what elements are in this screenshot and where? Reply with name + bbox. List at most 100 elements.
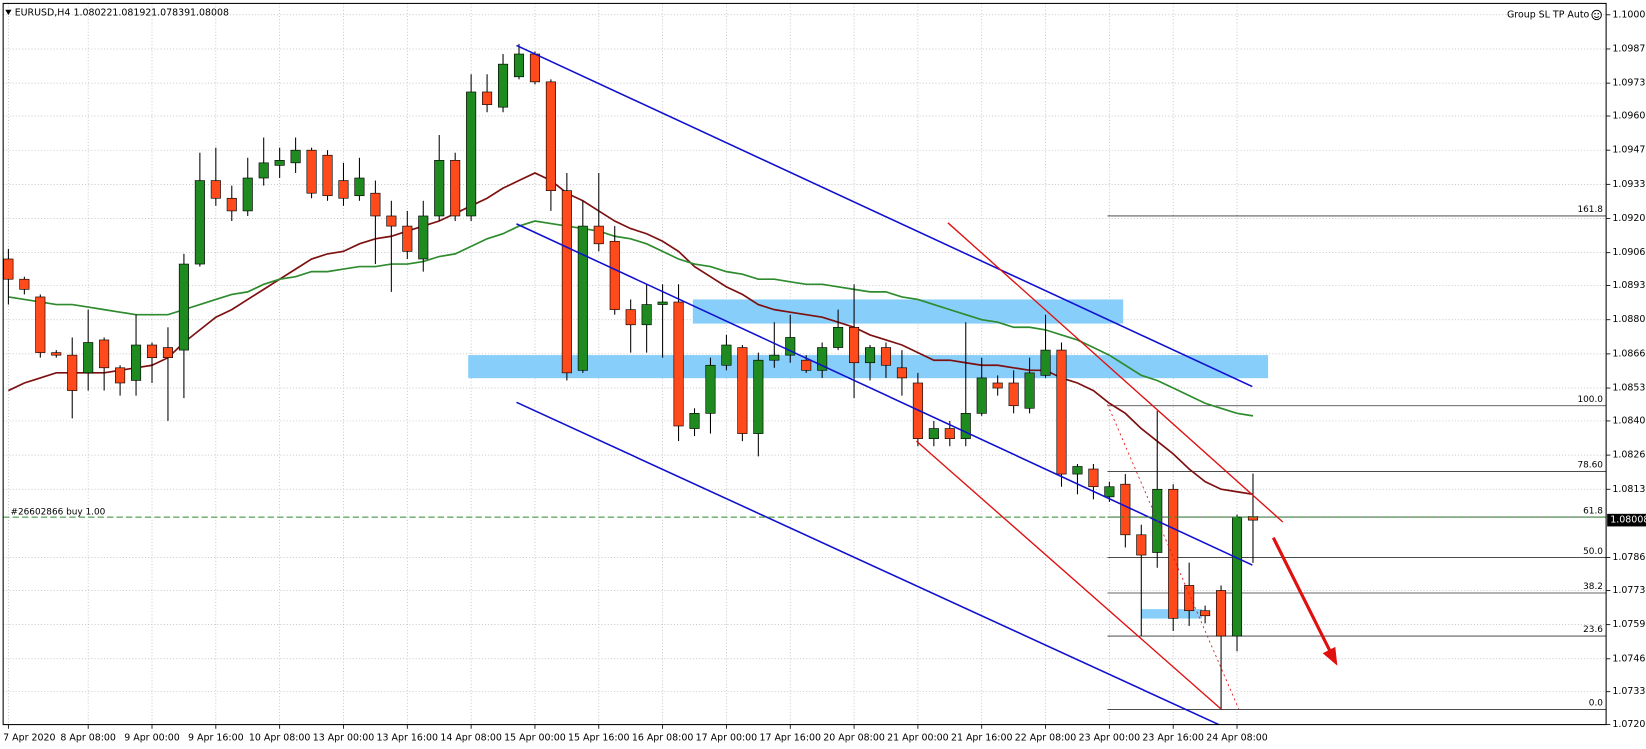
candle-body (178, 263, 189, 351)
y-tick-label: 1.08130 (1612, 484, 1646, 495)
candle-body (370, 192, 381, 217)
candle-body (1247, 516, 1259, 521)
smiley (1591, 9, 1602, 21)
fibo-label: 50.0 (1583, 547, 1603, 557)
x-tick-label: 13 Apr 00:00 (313, 733, 375, 744)
candle-body (322, 154, 333, 197)
y-tick-label: 1.07330 (1612, 686, 1646, 697)
candle-body (625, 309, 636, 326)
candle-body (593, 225, 604, 245)
fibo-label: 78.60 (1577, 461, 1603, 471)
candle-body (146, 344, 158, 358)
zone (468, 355, 1269, 379)
channel-line (516, 223, 1253, 566)
candle-body (657, 301, 668, 305)
drawings (468, 299, 1269, 619)
y-tick-label: 1.09735 (1612, 78, 1646, 89)
candle-body (1088, 468, 1099, 488)
candle-body (434, 159, 445, 217)
y-tick-label: 1.07730 (1612, 585, 1646, 596)
x-tick-label: 9 Apr 16:00 (188, 733, 244, 744)
candle-body (992, 382, 1003, 389)
y-tick-label: 1.08800 (1612, 314, 1646, 325)
y-tick-label: 1.07460 (1612, 653, 1646, 664)
candle-body (944, 428, 955, 439)
candle-body (864, 347, 876, 364)
plot-frame (2, 2, 1607, 726)
candle-body (3, 258, 14, 280)
candle-body (35, 296, 46, 353)
candle-body (466, 91, 477, 217)
candle-body (1120, 483, 1131, 536)
x-tick-label: 10 Apr 08:00 (249, 733, 311, 744)
x-tick-label: 15 Apr 00:00 (504, 733, 566, 744)
candle-body (545, 81, 556, 191)
fibo-label: 100.0 (1577, 395, 1603, 405)
x-tick-label: 23 Apr 16:00 (1142, 733, 1204, 744)
toolbar-text[interactable]: Group SL TP Auto (1507, 9, 1590, 20)
y-tick-label: 1.07595 (1612, 619, 1646, 630)
y-tick-label: 1.09065 (1612, 247, 1646, 258)
ohlc-low: 1.07839 (151, 7, 190, 18)
candle-body (274, 159, 285, 166)
x-tick-label: 15 Apr 16:00 (568, 733, 630, 744)
candle-body (1008, 382, 1019, 407)
candle-body (1200, 610, 1211, 617)
fibo-label: 38.2 (1583, 582, 1603, 592)
menu-triangle (5, 9, 12, 15)
candle-body (162, 347, 173, 358)
channel-line (516, 401, 1220, 726)
candle-body (1136, 534, 1147, 556)
ohlc-open: 1.08022 (73, 7, 112, 18)
candle-body (896, 367, 907, 379)
candle-body (194, 180, 205, 265)
candle-body (402, 225, 413, 252)
price-label: 1.08008 (1610, 515, 1646, 526)
candle-body (242, 177, 253, 212)
candle-body (880, 347, 892, 366)
y-tick-label: 1.09470 (1612, 145, 1646, 156)
y-tick-label: 1.08665 (1612, 348, 1646, 359)
candle-body (833, 326, 844, 348)
trendlines (516, 44, 1338, 726)
candle-body (67, 354, 78, 391)
candle-body (1168, 488, 1179, 619)
price-box (1607, 513, 1646, 527)
y-tick-label: 1.07200 (1612, 719, 1646, 730)
candle-body (258, 162, 269, 179)
candle-body (673, 301, 684, 427)
candle-body (705, 364, 716, 414)
x-tick-label: 8 Apr 08:00 (60, 733, 116, 744)
x-tick-label: 16 Apr 08:00 (632, 733, 694, 744)
grid: 1.10005 1.09870 1.09735 1.09605 1.09470 1.093… (3, 3, 1646, 744)
candle-body (51, 352, 62, 356)
candle-body (210, 180, 221, 199)
candle-body (1072, 466, 1083, 475)
x-tick-label: 22 Apr 08:00 (1015, 733, 1077, 744)
trend-line (947, 222, 1284, 523)
x-tick-label: 9 Apr 00:00 (124, 733, 180, 744)
x-tick-label: 24 Apr 08:00 (1206, 733, 1268, 744)
y-tick-label: 1.08400 (1612, 415, 1646, 426)
candle-body (737, 347, 748, 434)
x-tick-label: 23 Apr 00:00 (1079, 733, 1141, 744)
x-tick-label: 21 Apr 16:00 (951, 733, 1013, 744)
candle-body (529, 53, 540, 83)
candle-body (513, 53, 525, 78)
candle-body (641, 304, 652, 326)
x-tick-label: 21 Apr 00:00 (887, 733, 949, 744)
candle-body (450, 159, 461, 217)
candle-body (1216, 590, 1227, 637)
candle-body (131, 344, 142, 381)
candle-body (753, 359, 764, 434)
candle-body (577, 225, 588, 371)
candle-body (115, 367, 126, 384)
x-tick-label: 7 Apr 2020 (3, 733, 55, 744)
y-tick-label: 1.07860 (1612, 552, 1646, 563)
arrow (1271, 537, 1333, 654)
trend-line (915, 440, 1222, 710)
candle-body (976, 377, 987, 414)
zone (692, 299, 1124, 324)
